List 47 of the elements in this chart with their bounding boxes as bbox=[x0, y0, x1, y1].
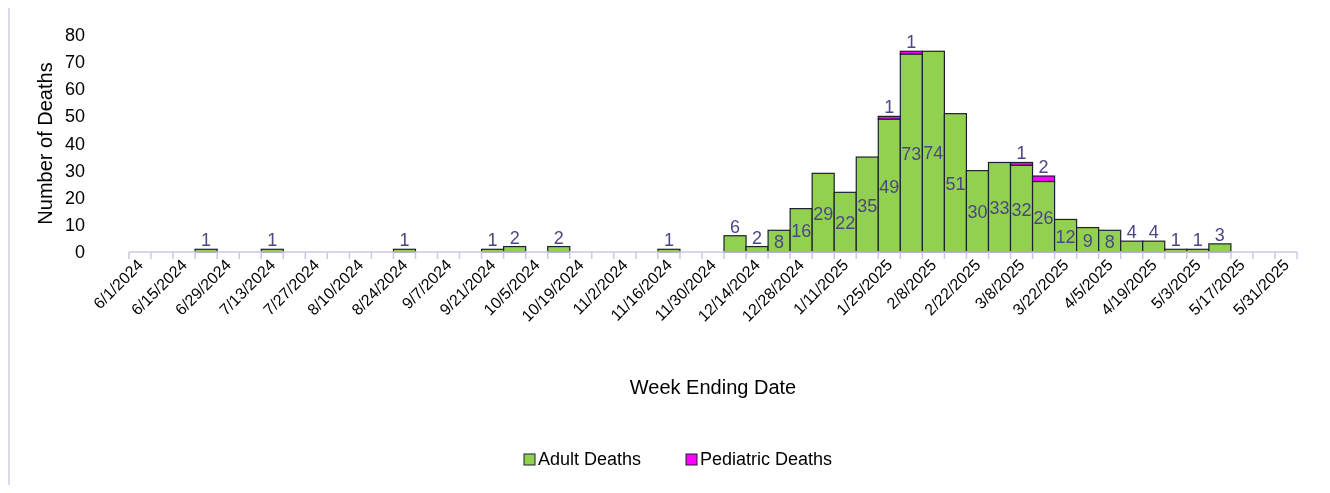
y-tick-label: 20 bbox=[64, 187, 85, 208]
data-label: 16 bbox=[791, 221, 812, 242]
data-label: 1 bbox=[267, 230, 278, 251]
data-label: 8 bbox=[1104, 232, 1115, 253]
data-label: 73 bbox=[901, 143, 922, 164]
data-label: 30 bbox=[967, 202, 988, 223]
data-label: 2 bbox=[553, 227, 564, 248]
data-label: 51 bbox=[945, 173, 966, 194]
data-label: 2 bbox=[1038, 157, 1049, 178]
data-label: 35 bbox=[857, 195, 878, 216]
data-label: 26 bbox=[1033, 207, 1054, 228]
data-label: 1 bbox=[884, 97, 895, 118]
data-label: 4 bbox=[1148, 222, 1159, 243]
data-label: 2 bbox=[509, 227, 520, 248]
y-tick-label: 70 bbox=[64, 52, 85, 73]
y-tick-label: 0 bbox=[74, 242, 85, 262]
y-tick-label: 10 bbox=[64, 214, 85, 235]
data-label: 1 bbox=[663, 230, 674, 251]
data-label: 4 bbox=[1126, 222, 1137, 243]
data-label: 12 bbox=[1055, 226, 1076, 247]
data-label: 8 bbox=[774, 232, 785, 253]
legend-label: Adult Deaths bbox=[538, 449, 642, 469]
data-label: 49 bbox=[879, 176, 900, 197]
data-label: 9 bbox=[1082, 230, 1093, 251]
data-label: 1 bbox=[201, 230, 212, 251]
y-tick-label: 50 bbox=[64, 106, 85, 127]
data-label: 22 bbox=[835, 213, 856, 234]
data-label: 29 bbox=[813, 203, 834, 224]
y-tick-label: 60 bbox=[64, 79, 85, 100]
y-tick-label: 40 bbox=[64, 133, 85, 154]
data-label: 74 bbox=[923, 142, 944, 163]
y-tick-label: 80 bbox=[64, 25, 85, 45]
y-tick-label: 30 bbox=[64, 160, 85, 181]
data-label: 1 bbox=[399, 230, 410, 251]
data-label: 1 bbox=[906, 32, 917, 53]
y-axis-title: Number of Deaths bbox=[34, 62, 56, 225]
data-label: 32 bbox=[1011, 199, 1032, 220]
data-label: 2 bbox=[752, 227, 763, 248]
data-label: 33 bbox=[989, 198, 1010, 219]
data-label: 1 bbox=[487, 230, 498, 251]
data-label: 1 bbox=[1016, 143, 1027, 164]
data-label: 1 bbox=[1192, 230, 1203, 251]
legend-label: Pediatric Deaths bbox=[700, 449, 833, 469]
data-label: 1 bbox=[1170, 230, 1181, 251]
data-label: 6 bbox=[730, 216, 741, 237]
data-label: 3 bbox=[1214, 224, 1225, 245]
x-axis-title: Week Ending Date bbox=[629, 376, 797, 398]
